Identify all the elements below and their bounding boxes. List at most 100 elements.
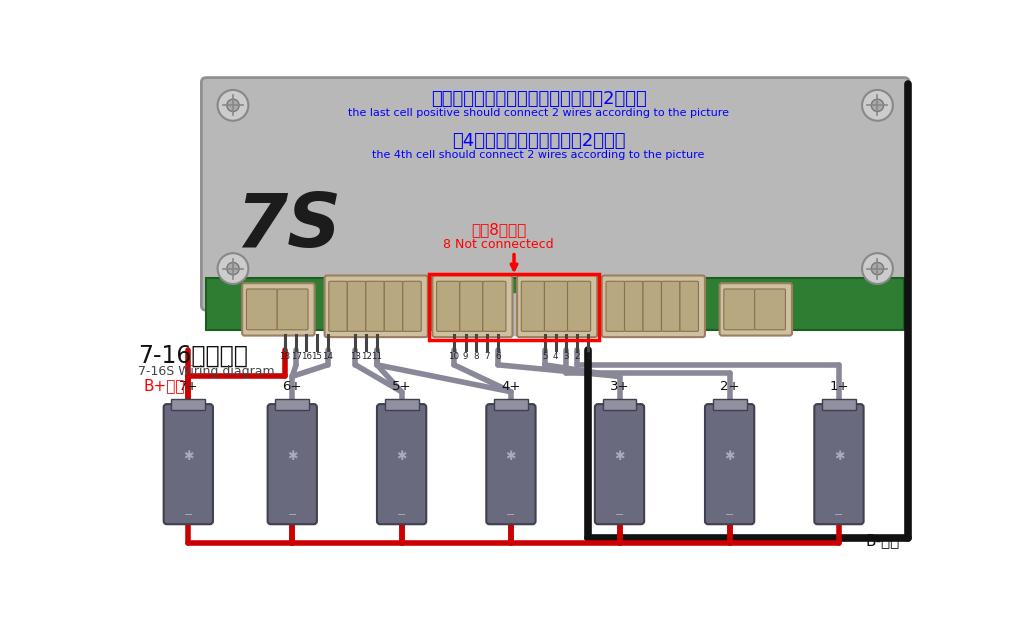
Circle shape	[226, 99, 240, 112]
Circle shape	[862, 90, 893, 120]
Text: 15: 15	[311, 352, 323, 361]
Text: 14: 14	[323, 352, 333, 361]
Text: the 4th cell should connect 2 wires according to the picture: the 4th cell should connect 2 wires acco…	[373, 150, 705, 160]
Text: −: −	[397, 510, 407, 520]
FancyBboxPatch shape	[384, 281, 402, 332]
Text: 9: 9	[463, 352, 468, 361]
Bar	[713, 399, 746, 410]
Text: ✱: ✱	[396, 450, 407, 463]
Text: 2+: 2+	[720, 380, 739, 393]
Text: 7-16串接线图: 7-16串接线图	[138, 344, 248, 368]
Bar	[494, 399, 528, 410]
Text: 7-16S Wiring diagram: 7-16S Wiring diagram	[138, 365, 274, 378]
Text: 4: 4	[553, 352, 558, 361]
FancyBboxPatch shape	[662, 281, 680, 332]
FancyBboxPatch shape	[517, 276, 597, 337]
Text: 4+: 4+	[502, 380, 520, 393]
FancyBboxPatch shape	[643, 281, 662, 332]
Text: −: −	[725, 510, 734, 520]
Text: −: −	[835, 510, 844, 520]
Bar	[429, 274, 599, 340]
Text: 5+: 5+	[392, 380, 412, 393]
Text: 7: 7	[484, 352, 489, 361]
FancyBboxPatch shape	[432, 276, 512, 337]
Text: 11: 11	[372, 352, 382, 361]
Bar	[171, 399, 205, 410]
FancyBboxPatch shape	[347, 281, 366, 332]
Text: ✱: ✱	[183, 450, 194, 463]
Text: ✱: ✱	[834, 450, 844, 463]
Text: the last cell positive should connect 2 wires according to the picture: the last cell positive should connect 2 …	[348, 108, 729, 119]
Bar	[385, 399, 419, 410]
FancyBboxPatch shape	[625, 281, 643, 332]
Bar	[822, 399, 856, 410]
Circle shape	[217, 253, 249, 284]
FancyBboxPatch shape	[366, 281, 384, 332]
Text: 16: 16	[301, 352, 311, 361]
FancyBboxPatch shape	[680, 281, 698, 332]
Text: 5: 5	[542, 352, 548, 361]
Circle shape	[217, 90, 249, 120]
FancyBboxPatch shape	[521, 281, 545, 332]
Circle shape	[226, 262, 240, 275]
Text: 7S: 7S	[236, 190, 341, 262]
Text: ✱: ✱	[614, 450, 625, 463]
FancyBboxPatch shape	[329, 281, 347, 332]
Text: 3+: 3+	[609, 380, 630, 393]
Text: B-总负: B-总负	[866, 533, 900, 548]
FancyBboxPatch shape	[606, 281, 625, 332]
Circle shape	[862, 253, 893, 284]
Text: 8: 8	[473, 352, 479, 361]
Text: 18: 18	[280, 352, 290, 361]
FancyBboxPatch shape	[402, 281, 421, 332]
FancyBboxPatch shape	[814, 404, 863, 524]
Text: ✱: ✱	[287, 450, 298, 463]
FancyBboxPatch shape	[267, 404, 316, 524]
Text: −: −	[183, 510, 193, 520]
Text: 2: 2	[574, 352, 580, 361]
FancyBboxPatch shape	[325, 276, 428, 337]
Text: 3: 3	[563, 352, 569, 361]
FancyBboxPatch shape	[567, 281, 591, 332]
FancyBboxPatch shape	[755, 289, 785, 330]
Bar	[275, 399, 309, 410]
Text: 第4串电池上要接如图对应2条排线: 第4串电池上要接如图对应2条排线	[452, 131, 626, 150]
FancyBboxPatch shape	[486, 404, 536, 524]
FancyBboxPatch shape	[436, 281, 460, 332]
FancyBboxPatch shape	[720, 283, 792, 335]
FancyBboxPatch shape	[724, 289, 755, 330]
Text: 8 Not connectecd: 8 Not connectecd	[443, 238, 554, 251]
Text: 12: 12	[360, 352, 372, 361]
Text: 6+: 6+	[283, 380, 302, 393]
Text: 17: 17	[291, 352, 302, 361]
Text: 1: 1	[585, 352, 591, 361]
FancyBboxPatch shape	[705, 404, 755, 524]
FancyBboxPatch shape	[545, 281, 567, 332]
Circle shape	[871, 262, 884, 275]
Text: 最后一串电池总正极上要接如图对应2条排线: 最后一串电池总正极上要接如图对应2条排线	[431, 90, 646, 108]
FancyBboxPatch shape	[202, 77, 909, 310]
FancyBboxPatch shape	[247, 289, 278, 330]
Text: −: −	[288, 510, 297, 520]
Text: 此处8根不接: 此处8根不接	[471, 223, 526, 237]
Text: B+总正: B+总正	[143, 378, 185, 393]
Circle shape	[871, 99, 884, 112]
FancyBboxPatch shape	[377, 404, 426, 524]
Text: 1+: 1+	[829, 380, 849, 393]
FancyBboxPatch shape	[483, 281, 506, 332]
Text: ✱: ✱	[724, 450, 735, 463]
Text: ✱: ✱	[506, 450, 516, 463]
Bar	[602, 399, 637, 410]
FancyBboxPatch shape	[432, 293, 602, 337]
Bar	[206, 278, 904, 330]
Text: 6: 6	[495, 352, 501, 361]
FancyBboxPatch shape	[460, 281, 483, 332]
FancyBboxPatch shape	[602, 276, 705, 337]
Text: 13: 13	[350, 352, 360, 361]
FancyBboxPatch shape	[595, 404, 644, 524]
Text: −: −	[506, 510, 516, 520]
Text: 7+: 7+	[178, 380, 198, 393]
FancyBboxPatch shape	[164, 404, 213, 524]
Text: −: −	[614, 510, 625, 520]
FancyBboxPatch shape	[278, 289, 308, 330]
